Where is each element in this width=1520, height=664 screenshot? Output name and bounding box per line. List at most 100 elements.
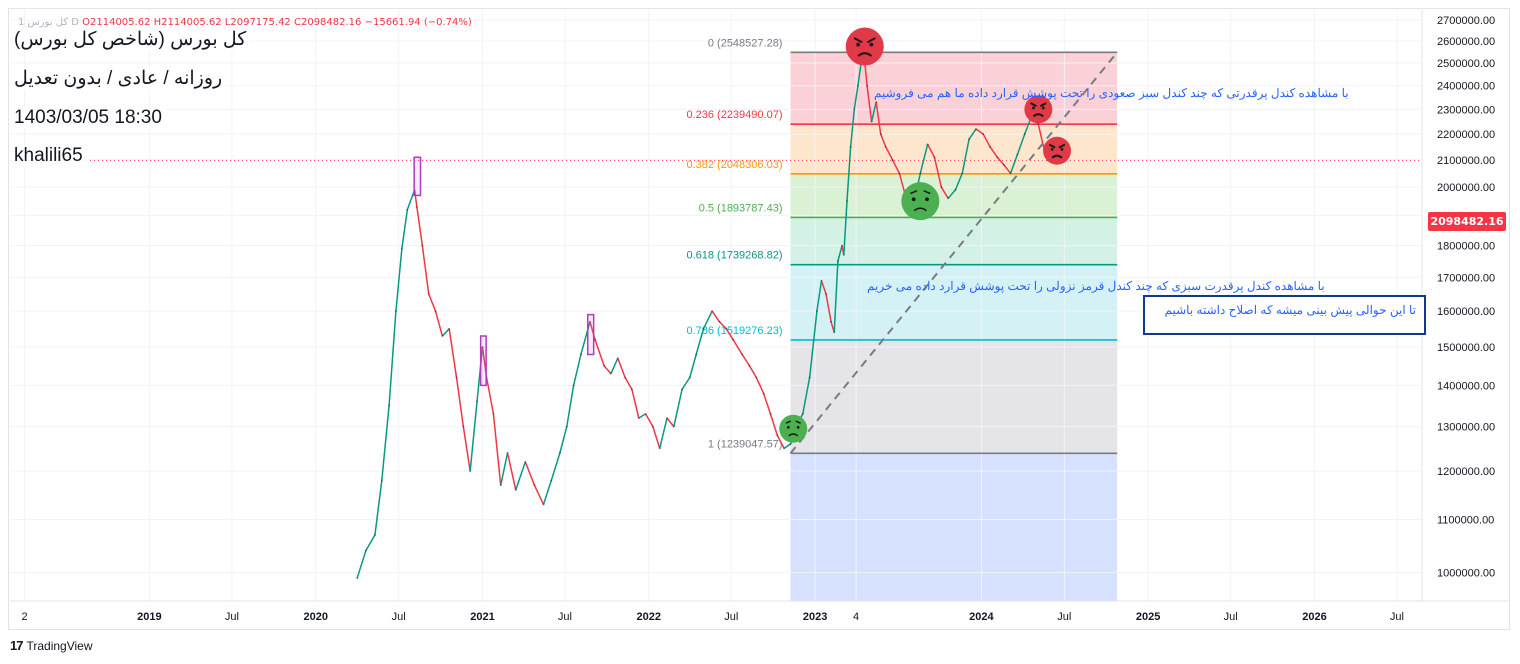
- fib-zone: [790, 264, 1118, 340]
- price-segment: [989, 146, 998, 158]
- price-point: [616, 357, 619, 360]
- price-point: [637, 417, 640, 420]
- price-point: [776, 434, 779, 437]
- fib-level-label: 0.382 (2048306.03): [686, 159, 782, 171]
- price-segment: [524, 461, 536, 486]
- price-segment: [462, 426, 471, 472]
- price-point: [836, 260, 839, 263]
- price-segment: [1003, 164, 1012, 174]
- correction-note-box: تا این حوالی پیش بینی میشه که اصلاح داشت…: [1143, 295, 1426, 335]
- price-segment: [808, 311, 818, 378]
- price-point: [455, 376, 458, 379]
- price-segment: [381, 405, 390, 481]
- price-segment: [374, 480, 383, 535]
- price-segment: [624, 377, 633, 390]
- price-segment: [485, 377, 495, 415]
- x-tick-label: 2023: [803, 611, 827, 623]
- price-point: [666, 417, 668, 420]
- price-segment: [644, 413, 654, 427]
- price-point: [427, 293, 430, 295]
- price-segment: [455, 377, 465, 427]
- price-segment: [820, 280, 827, 295]
- last-price-badge: 2098482.16: [1428, 212, 1506, 231]
- price-point: [462, 425, 465, 428]
- price-point: [748, 364, 751, 367]
- price-segment: [732, 339, 743, 355]
- price-point: [421, 244, 424, 247]
- fib-level-label: 1 (1239047.57): [708, 438, 783, 450]
- price-segment: [996, 156, 1005, 166]
- angry-face-icon: [1043, 136, 1072, 165]
- price-segment: [652, 426, 661, 449]
- price-point: [718, 320, 721, 323]
- price-point: [572, 384, 575, 387]
- price-point: [711, 310, 714, 313]
- price-point: [415, 205, 418, 208]
- face-circle: [845, 27, 884, 66]
- price-segment: [434, 310, 444, 337]
- x-tick-label: Jul: [1057, 611, 1071, 623]
- price-point: [833, 331, 836, 334]
- price-point: [891, 159, 894, 161]
- price-segment: [441, 328, 450, 337]
- y-tick-label: 2500000.00: [1437, 58, 1495, 70]
- x-tick-label: Jul: [1224, 611, 1238, 623]
- price-point: [688, 376, 691, 379]
- price-point: [364, 549, 367, 552]
- price-segment: [499, 452, 509, 486]
- price-point: [816, 310, 818, 313]
- face-mouth: [1051, 154, 1063, 159]
- face-eye: [911, 197, 916, 202]
- x-tick-label: Jul: [1390, 611, 1404, 623]
- price-point: [898, 172, 901, 175]
- price-point: [825, 293, 827, 295]
- y-tick-label: 1200000.00: [1437, 466, 1495, 478]
- price-segment: [401, 209, 409, 249]
- price-segment: [515, 461, 527, 491]
- price-segment: [940, 186, 949, 199]
- tradingview-footer[interactable]: 17 TradingView: [10, 638, 93, 653]
- tradingview-logo-icon: 17: [10, 638, 24, 653]
- price-segment: [550, 452, 561, 481]
- price-point: [1016, 153, 1019, 156]
- price-segment: [947, 189, 957, 199]
- face-brow: [795, 420, 801, 424]
- y-tick-label: 2000000.00: [1437, 182, 1495, 194]
- face-circle: [1043, 136, 1072, 165]
- face-circle: [779, 414, 808, 443]
- price-point: [499, 484, 502, 487]
- price-segment: [388, 311, 397, 406]
- price-point: [968, 138, 971, 141]
- angry-face-icon: [845, 27, 884, 66]
- face-brow: [1048, 143, 1056, 149]
- price-segment: [681, 377, 691, 390]
- price-point: [762, 392, 765, 395]
- price-point: [434, 310, 437, 313]
- price-segment: [559, 426, 568, 454]
- fib-level-label: 0.5 (1893787.43): [699, 202, 783, 214]
- fib-level-label: 0.786 (1519276.23): [686, 325, 782, 337]
- price-point: [380, 479, 383, 482]
- price-point: [624, 376, 627, 379]
- y-tick-label: 1700000.00: [1437, 272, 1495, 284]
- price-segment: [492, 413, 502, 486]
- y-tick-label: 2300000.00: [1437, 104, 1495, 116]
- face-eye: [856, 42, 861, 47]
- face-brow: [866, 37, 876, 44]
- x-tick-label: Jul: [724, 611, 738, 623]
- price-segment: [469, 401, 478, 472]
- tradingview-brand: TradingView: [26, 638, 93, 653]
- symbol-title: کل بورس (شاخص کل بورس): [10, 28, 251, 51]
- price-segment: [725, 328, 734, 341]
- price-segment: [689, 354, 697, 378]
- price-point: [732, 338, 734, 341]
- high-value: H2114005.62: [153, 17, 222, 28]
- price-point: [870, 120, 873, 123]
- author-name: khalili65: [10, 145, 87, 167]
- face-mouth: [1032, 113, 1044, 118]
- price-segment: [849, 109, 856, 147]
- price-segment: [857, 62, 862, 86]
- x-tick-label: 2: [22, 611, 28, 623]
- price-segment: [533, 484, 545, 505]
